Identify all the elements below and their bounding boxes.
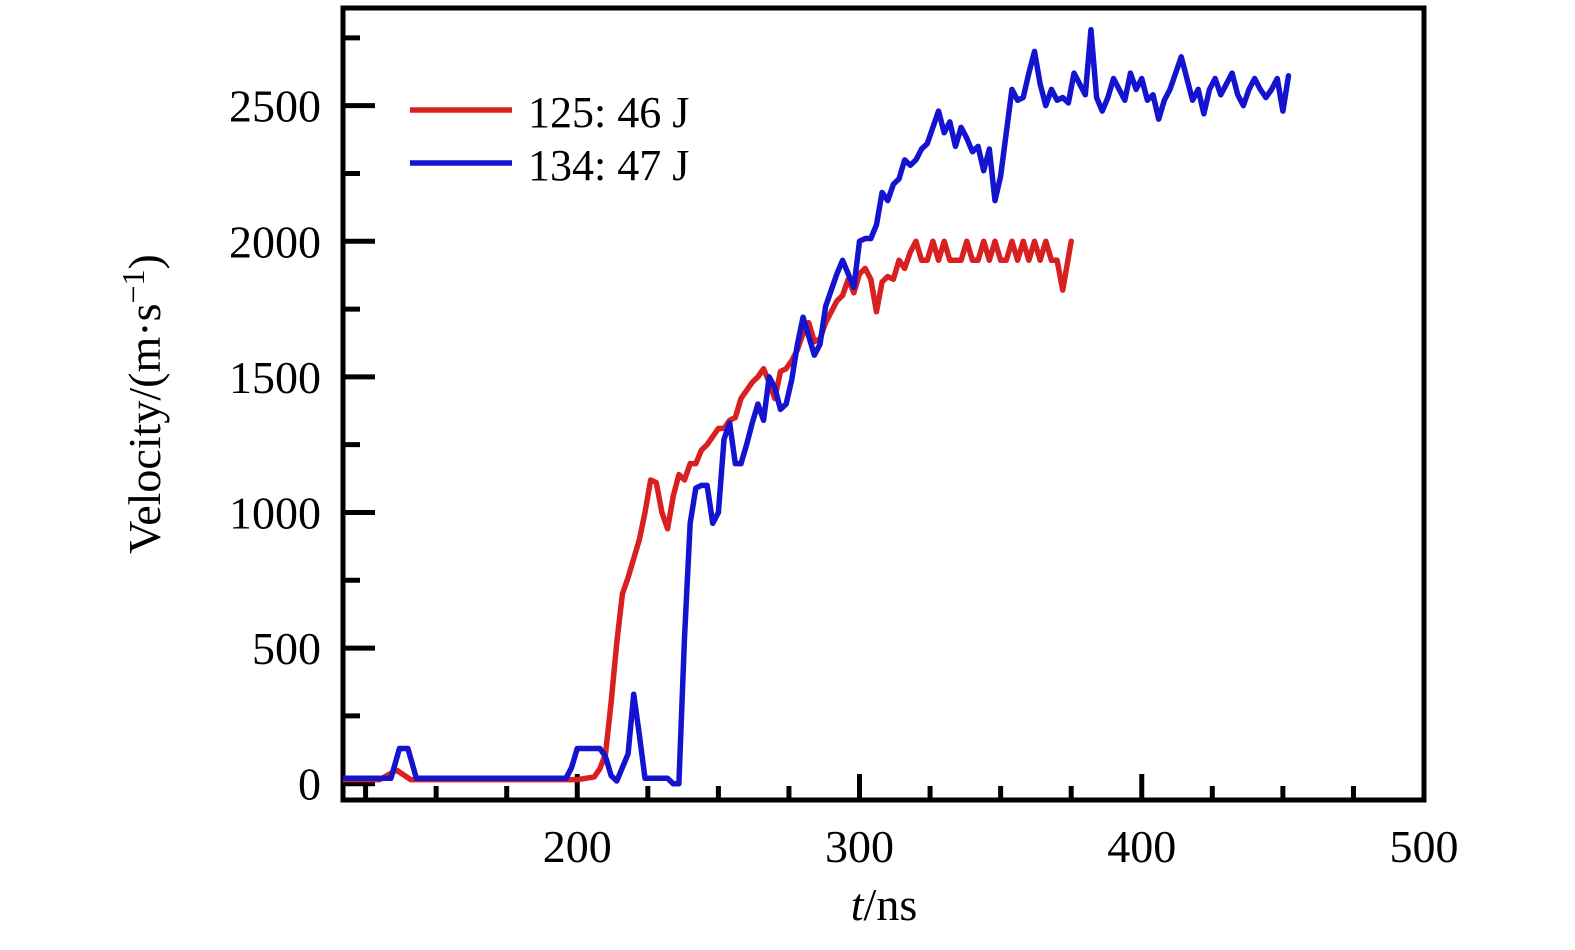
y-tick-label: 2500 (229, 81, 321, 132)
x-axis-title-unit: /ns (864, 879, 918, 930)
y-tick-label: 500 (252, 623, 321, 674)
legend-label-2: 134: 47 J (528, 141, 689, 190)
x-tick-label: 400 (1107, 821, 1176, 872)
x-axis-title: t/ns (851, 879, 917, 930)
y-axis-ticks (343, 35, 375, 787)
x-tick-label: 300 (825, 821, 894, 872)
y-axis-title-exponent: −1 (115, 269, 151, 303)
y-tick-label: 1500 (229, 352, 321, 403)
data-series-group (343, 26, 1292, 787)
y-axis-title-close: ) (119, 254, 170, 269)
legend-label-1: 125: 46 J (528, 88, 689, 137)
y-tick-label: 0 (298, 759, 321, 810)
y-axis-title-base: Velocity/(m·s (119, 303, 170, 553)
plot-frame (340, 5, 1427, 803)
x-axis-title-variable: t (851, 879, 865, 930)
x-axis-tick-labels: 200 300 400 500 (543, 821, 1459, 872)
y-tick-label: 1000 (229, 487, 321, 538)
y-axis-tick-labels: 0 500 1000 1500 2000 2500 (229, 81, 321, 810)
x-tick-label: 200 (543, 821, 612, 872)
series-line-2 (343, 26, 1292, 787)
x-axis-ticks (363, 774, 1427, 800)
x-tick-label: 500 (1390, 821, 1459, 872)
y-tick-label: 2000 (229, 216, 321, 267)
y-axis-title: Velocity/(m·s−1) (115, 254, 170, 554)
